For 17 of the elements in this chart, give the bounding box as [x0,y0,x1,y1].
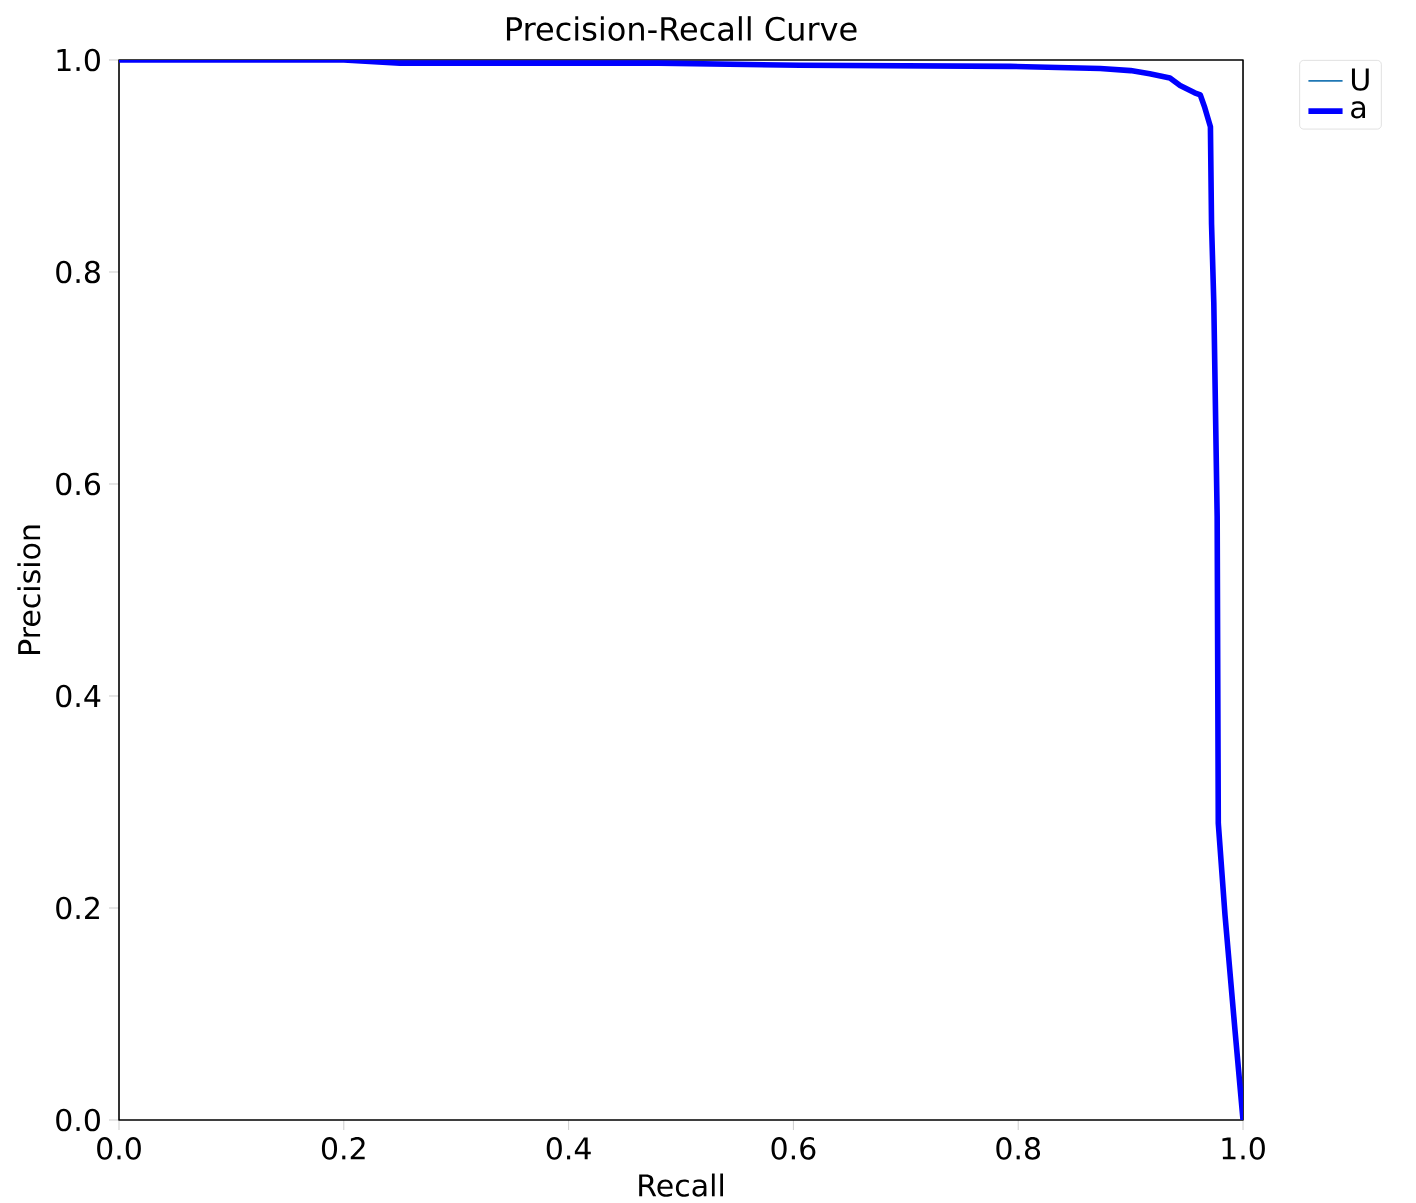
x-tick-label: 0.8 [996,1136,1041,1160]
y-tick-label: 0.8 [56,260,100,284]
y-tick-label: 1.0 [57,48,100,72]
y-tick-label: 0.6 [56,472,101,496]
legend-label: U [1351,68,1369,91]
x-axis-title: Recall [639,1173,723,1197]
y-tick-label: 0.2 [56,896,99,920]
y-tick-label: 0.0 [56,1108,100,1132]
x-tick-label: 0.2 [321,1136,365,1160]
y-tick-label: 0.4 [56,684,101,708]
y-axis-title: Precision [17,525,41,654]
legend-label: a [1351,101,1366,119]
x-tick-label: 1.0 [1222,1136,1265,1160]
chart-title: Precision-Recall Curve [506,15,857,41]
x-tick-label: 0.4 [546,1136,591,1160]
x-tick-label: 0.6 [771,1136,816,1160]
x-tick-label: 0.0 [97,1136,141,1160]
